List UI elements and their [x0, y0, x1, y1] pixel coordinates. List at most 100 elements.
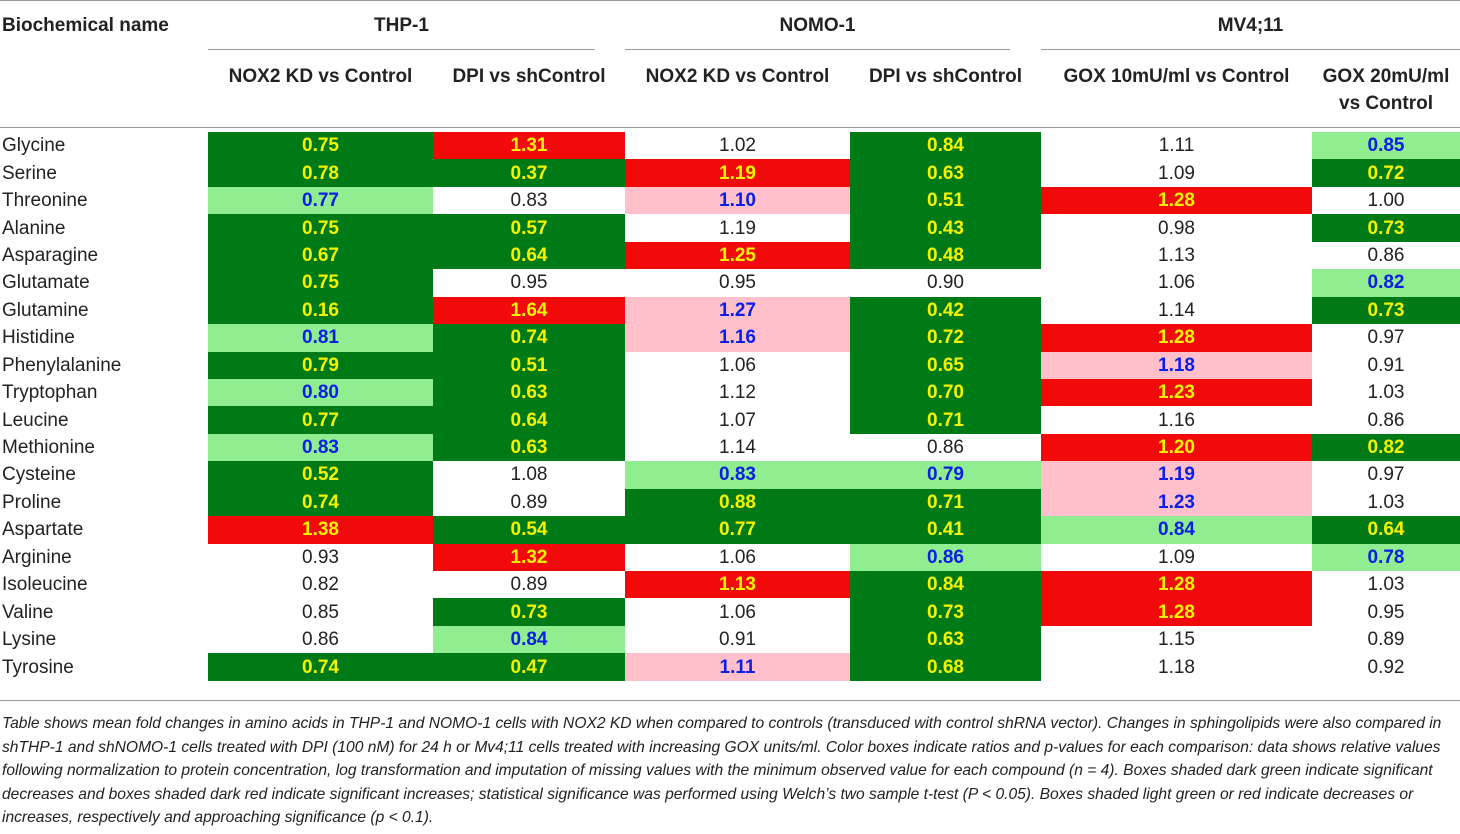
fold-change-cell: 0.82 [302, 574, 339, 596]
fold-change-cell: 1.19 [625, 159, 850, 187]
biochemical-name-cell: Leucine [2, 409, 69, 431]
column-header-thp1-nox2kd: NOX2 KD vs Control [228, 66, 413, 87]
fold-change-cell: 0.88 [625, 488, 850, 517]
fold-change-cell: 1.28 [1041, 186, 1312, 215]
fold-change-cell: 0.82 [1312, 269, 1460, 297]
fold-change-cell: 1.12 [719, 382, 756, 404]
fold-change-cell: 0.73 [433, 598, 625, 626]
group-rule-mv411 [1041, 49, 1460, 50]
biochemical-name-cell: Tyrosine [2, 656, 74, 678]
name-column-header: Biochemical name [2, 15, 169, 36]
biochemical-name-cell: Histidine [2, 327, 75, 349]
fold-change-cell: 1.28 [1041, 598, 1312, 626]
fold-change-cell: 1.11 [625, 653, 850, 681]
fold-change-cell: 0.43 [850, 214, 1041, 242]
biochemical-name-cell: Methionine [2, 437, 95, 459]
fold-change-cell: 0.86 [850, 543, 1041, 571]
fold-change-cell: 0.65 [850, 351, 1041, 379]
fold-change-cell: 0.84 [850, 132, 1041, 160]
fold-change-cell: 0.72 [850, 324, 1041, 352]
biochemical-name-cell: Tryptophan [2, 382, 98, 404]
column-header-mv411-gox20-line1: GOX 20mU/ml [1322, 66, 1450, 87]
fold-change-cell: 0.52 [208, 461, 433, 489]
group-header-mv411: MV4;11 [1217, 15, 1284, 36]
fold-change-cell: 1.14 [1158, 299, 1195, 321]
table-row: Serine 0.78 0.37 1.19 0.63 1.09 0.72 [0, 159, 1460, 187]
table-row: Asparagine 0.67 0.64 1.25 0.48 1.13 0.86 [0, 241, 1460, 270]
table-row: Glycine 0.75 1.31 1.02 0.84 1.11 0.85 [0, 132, 1460, 160]
fold-change-cell: 0.89 [510, 574, 548, 596]
header-rule [0, 127, 1460, 128]
fold-change-cell: 1.11 [1158, 135, 1195, 157]
fold-change-cell: 1.27 [625, 296, 850, 325]
table-row: Cysteine 0.52 1.08 0.83 0.79 1.19 0.97 [0, 461, 1460, 489]
fold-change-cell: 1.06 [719, 546, 756, 568]
fold-change-cell: 0.93 [302, 546, 339, 568]
biochemical-name-cell: Cysteine [2, 464, 76, 486]
fold-change-cell: 0.97 [1367, 464, 1405, 486]
group-header-nomo1: NOMO-1 [779, 15, 856, 36]
fold-change-cell: 0.72 [1312, 159, 1460, 187]
fold-change-cell: 1.15 [1158, 629, 1195, 651]
fold-change-cell: 0.91 [1367, 354, 1405, 376]
fold-change-cell: 1.38 [208, 516, 433, 544]
table-row: Phenylalanine 0.79 0.51 1.06 0.65 1.18 0.91 [0, 351, 1460, 379]
table-row: Tyrosine 0.74 0.47 1.11 0.68 1.18 0.92 [0, 653, 1460, 681]
fold-change-cell: 0.73 [850, 598, 1041, 626]
fold-change-cell: 0.92 [1367, 656, 1405, 678]
fold-change-cell: 0.95 [719, 272, 756, 294]
bottom-rule [0, 700, 1460, 701]
fold-change-cell: 0.63 [850, 159, 1041, 187]
fold-change-cell: 1.06 [719, 354, 756, 376]
fold-change-cell: 1.28 [1041, 324, 1312, 352]
group-rule-nomo1 [625, 49, 1010, 50]
fold-change-cell: 0.89 [510, 491, 548, 513]
fold-change-cell: 1.14 [719, 437, 756, 459]
fold-change-cell: 0.84 [1041, 516, 1312, 544]
table-footnote: Table shows mean fold changes in amino a… [2, 715, 1442, 827]
fold-change-cell: 1.18 [1041, 351, 1312, 379]
group-header-thp1: THP-1 [374, 15, 429, 36]
fold-change-cell: 0.64 [1312, 516, 1460, 544]
fold-change-cell: 0.84 [433, 625, 625, 654]
fold-change-cell: 0.74 [208, 653, 433, 681]
fold-change-cell: 0.95 [1367, 601, 1405, 623]
fold-change-cell: 0.95 [510, 272, 548, 294]
fold-change-cell: 1.25 [625, 241, 850, 270]
table-body: Glycine 0.75 1.31 1.02 0.84 1.11 0.85 Serine 0.7… [0, 132, 1460, 681]
biochemical-name-cell: Glutamate [2, 272, 90, 294]
fold-change-cell: 0.91 [719, 629, 756, 651]
fold-change-cell: 1.07 [719, 409, 756, 431]
table-row: Leucine 0.77 0.64 1.07 0.71 1.16 0.86 [0, 406, 1460, 434]
fold-change-cell: 1.31 [433, 132, 625, 160]
fold-change-cell: 0.90 [927, 272, 964, 294]
fold-change-cell: 1.64 [433, 296, 625, 325]
column-header-nomo1-dpi: DPI vs shControl [868, 66, 1023, 87]
fold-change-cell: 0.89 [1367, 629, 1405, 651]
table-row: Glutamine 0.16 1.64 1.27 0.42 1.14 0.73 [0, 296, 1460, 325]
fold-change-cell: 1.03 [1367, 382, 1405, 404]
biochemical-name-cell: Glutamine [2, 299, 89, 321]
fold-change-cell: 0.77 [208, 406, 433, 434]
table-row: Valine 0.85 0.73 1.06 0.73 1.28 0.95 [0, 598, 1460, 626]
fold-change-cell: 0.83 [510, 190, 548, 212]
biochemical-name-cell: Lysine [2, 629, 57, 651]
table-row: Alanine 0.75 0.57 1.19 0.43 0.98 0.73 [0, 214, 1460, 242]
fold-change-cell: 0.77 [625, 516, 850, 544]
biochemical-name-cell: Isoleucine [2, 574, 88, 596]
fold-change-cell: 0.74 [433, 324, 625, 352]
fold-change-cell: 0.83 [625, 461, 850, 489]
fold-change-cell: 1.06 [719, 601, 756, 623]
fold-change-cell: 0.68 [850, 653, 1041, 681]
fold-change-cell: 1.13 [1158, 244, 1195, 266]
group-rule-thp1 [208, 49, 595, 50]
column-header-mv411-gox10: GOX 10mU/ml vs Control [1063, 66, 1290, 87]
fold-change-cell: 0.63 [433, 433, 625, 462]
fold-change-cell: 0.83 [208, 433, 433, 462]
column-header-thp1-dpi: DPI vs shControl [452, 66, 606, 87]
table-row: Tryptophan 0.80 0.63 1.12 0.70 1.23 1.03 [0, 378, 1460, 407]
fold-change-cell: 1.09 [1158, 546, 1195, 568]
fold-change-cell: 0.37 [433, 159, 625, 187]
fold-change-cell: 0.75 [208, 269, 433, 297]
table-row: Lysine 0.86 0.84 0.91 0.63 1.15 0.89 [0, 625, 1460, 654]
